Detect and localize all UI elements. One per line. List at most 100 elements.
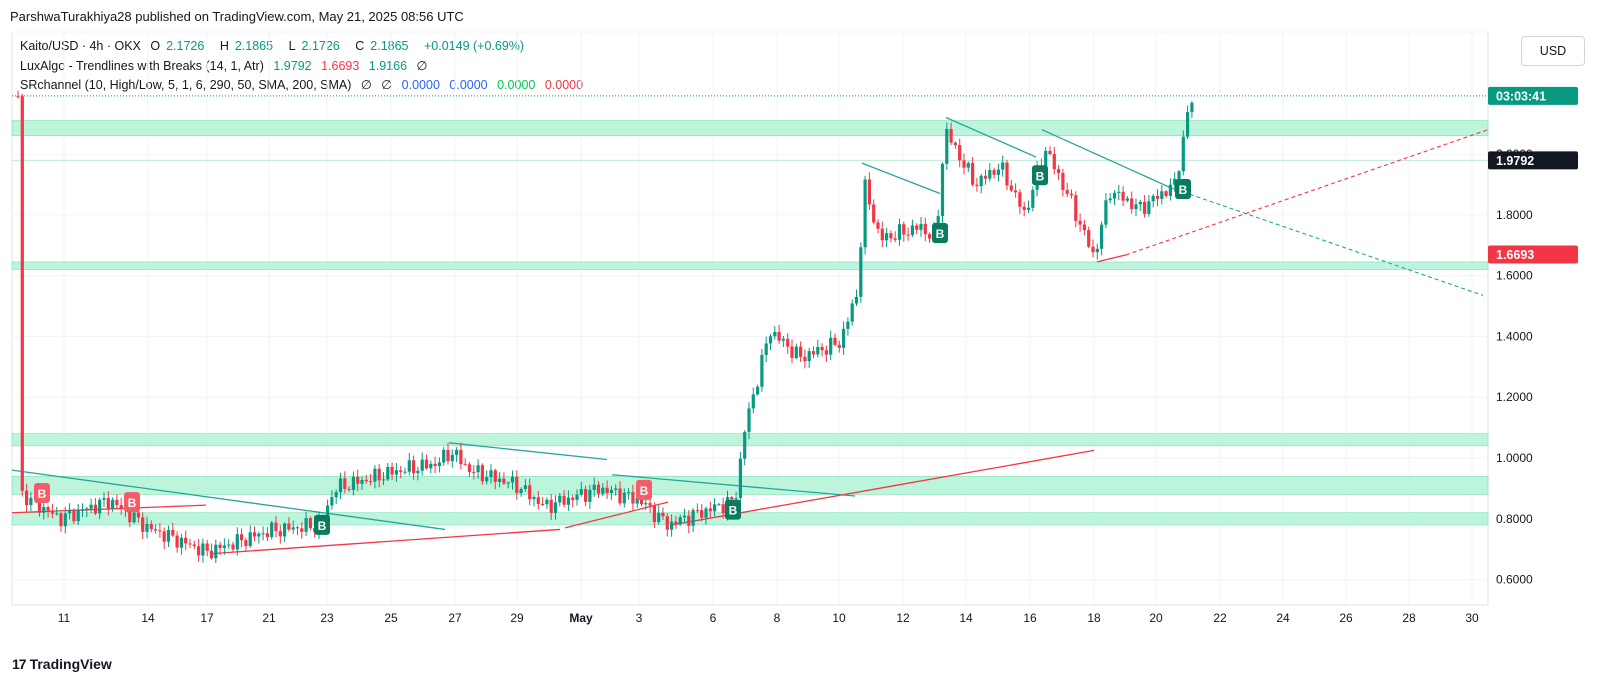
- candle-body: [257, 533, 261, 537]
- sr-zone: [11, 120, 1489, 137]
- candle-body: [1069, 193, 1074, 196]
- candle-body: [390, 466, 394, 475]
- signal-badge-label: B: [729, 504, 738, 518]
- candle-body: [209, 550, 214, 559]
- candle-body: [1143, 201, 1147, 214]
- candle-body: [1074, 195, 1078, 221]
- y-tick-label: 0.6000: [1496, 573, 1533, 587]
- candle-body: [1121, 191, 1125, 201]
- candle-body: [1022, 206, 1026, 210]
- candle-body: [893, 238, 897, 240]
- candle-body: [214, 544, 218, 559]
- sell-signal-badge: B: [124, 492, 140, 513]
- signal-badge-label: B: [640, 484, 649, 498]
- candle-body: [218, 544, 222, 549]
- candle-body: [648, 503, 652, 506]
- candle-body: [171, 530, 175, 536]
- trendline-support: [209, 528, 561, 555]
- candle-body: [863, 179, 867, 248]
- candle-body: [872, 204, 876, 223]
- candle-body: [68, 509, 72, 514]
- candle-body: [842, 328, 846, 348]
- candle-body: [983, 175, 988, 179]
- candle-body: [360, 479, 364, 484]
- candle-body: [678, 517, 682, 525]
- candle-body: [433, 463, 437, 467]
- buy-signal-badge: B: [725, 499, 741, 520]
- candle-body: [98, 499, 102, 514]
- candle-body: [786, 338, 790, 347]
- x-tick-label: 22: [1213, 611, 1227, 625]
- candle-body: [747, 408, 751, 432]
- candle-body: [1181, 136, 1185, 172]
- candle-body: [717, 504, 721, 506]
- candle-body: [231, 544, 235, 550]
- candle-body: [450, 454, 454, 462]
- candle-body: [940, 163, 945, 217]
- candle-body: [622, 492, 626, 504]
- candle-body: [175, 535, 179, 548]
- candle-body: [356, 476, 360, 484]
- candle-body: [996, 169, 1000, 175]
- x-tick-label: 17: [200, 611, 214, 625]
- candle-body: [1100, 224, 1104, 249]
- candle-body: [326, 505, 330, 519]
- candle-body: [106, 498, 110, 509]
- candle-body: [424, 459, 429, 469]
- candle-body: [1173, 178, 1177, 185]
- candle-body: [283, 523, 287, 537]
- candle-body: [627, 492, 631, 494]
- symbol-name[interactable]: Kaito/USD · 4h · OKX: [20, 39, 141, 53]
- candle-body: [300, 528, 304, 532]
- candle-body: [713, 504, 717, 512]
- buy-signal-badge: B: [1175, 178, 1191, 199]
- candle-body: [308, 518, 312, 529]
- ohlc-high: H 2.1865: [219, 39, 274, 53]
- candle-body: [1104, 200, 1108, 225]
- candle-body: [416, 470, 420, 474]
- candle-body: [730, 497, 734, 500]
- candle-body: [670, 521, 674, 530]
- indicator-name[interactable]: LuxAlgo - Trendlines with Breaks (14, 1,…: [20, 59, 264, 73]
- candle-body: [674, 521, 678, 525]
- candle-body: [197, 546, 201, 556]
- buy-signal-badge: B: [314, 514, 330, 535]
- candle-body: [476, 465, 480, 473]
- candle-body: [489, 470, 493, 478]
- y-tick-label: 1.0000: [1496, 451, 1533, 465]
- candle-body: [553, 502, 558, 513]
- ohlc-open: O 2.1726: [150, 39, 205, 53]
- candle-body: [639, 497, 644, 505]
- candle-body: [584, 489, 588, 502]
- candle-body: [966, 163, 970, 168]
- x-tick-label: 29: [510, 611, 524, 625]
- sr-zone: [11, 475, 1489, 495]
- candle-body: [25, 490, 29, 506]
- candle-body: [708, 508, 712, 512]
- candle-body: [1065, 189, 1069, 194]
- currency-button[interactable]: USD: [1521, 36, 1585, 66]
- candle-body: [72, 509, 76, 522]
- candle-body: [738, 458, 742, 499]
- candle-body: [756, 386, 760, 395]
- candle-body: [373, 468, 377, 482]
- candle-body: [592, 484, 596, 490]
- candle-body: [695, 510, 699, 512]
- price-change: +0.0149 (+0.69%): [423, 39, 525, 53]
- candle-body: [369, 481, 373, 483]
- candle-body: [691, 510, 695, 526]
- sr-zone: [11, 433, 1489, 447]
- candle-body: [46, 507, 50, 511]
- candle-body: [442, 449, 446, 463]
- candle-body: [596, 484, 601, 494]
- candle-body: [1168, 184, 1172, 196]
- candle-body: [141, 517, 145, 532]
- candle-body: [945, 128, 949, 164]
- candle-body: [201, 543, 205, 556]
- ohlc-close: C 2.1865: [355, 39, 409, 53]
- indicator-value: 1.9166: [368, 59, 408, 73]
- candle-body: [829, 337, 833, 355]
- signal-badge-label: B: [318, 519, 327, 533]
- candle-body: [794, 346, 798, 358]
